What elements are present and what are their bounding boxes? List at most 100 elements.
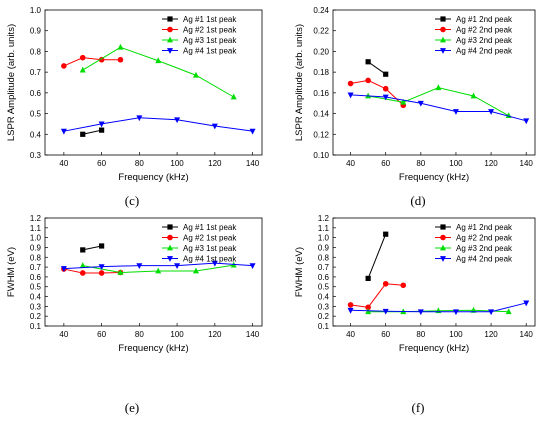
series-line [82,245,102,251]
data-point [452,309,459,316]
y-tick-label: 0.7 [30,68,42,77]
data-point [417,100,424,107]
y-tick-label: 1.2 [318,214,330,223]
chart-panel-2: 40 60 80 100 120 140 0.10 0.12 0.14 0.16 0.18 0.20 0… [294,6,536,208]
y-tick-label: 1.0 [318,234,330,243]
x-tick-label: 120 [208,159,222,168]
y-tick-label: 0.14 [313,110,329,119]
y-axis-label: FWHM (eV) [294,247,305,297]
legend-label: Ag #3 2nd peak [456,36,513,45]
data-point [136,263,143,270]
y-tick-label: 0.4 [30,130,42,139]
legend-marker [167,224,173,230]
x-tick-label: 40 [59,159,68,168]
data-point [488,109,495,115]
data-point [79,262,86,269]
data-point [192,267,199,274]
plot-frame [44,217,263,327]
data-point [505,308,512,315]
x-tick-label: 120 [208,330,222,339]
panel-label: (d) [410,193,425,208]
y-axis-label: LSPR Amplitude (arb. units) [294,24,305,141]
data-point [382,280,389,287]
legend-label: Ag #4 2nd peak [456,255,513,264]
legend-label: Ag #1 2nd peak [456,223,513,232]
x-tick-label: 40 [346,159,355,168]
x-tick-label: 40 [59,330,68,339]
data-point [117,56,124,63]
data-point [347,92,354,99]
data-point [400,98,407,105]
data-point [249,128,256,135]
data-point [98,121,105,128]
series-4 [60,115,256,135]
data-point [60,128,67,135]
data-point [79,66,86,73]
x-tick-label: 120 [484,159,498,168]
x-tick-label: 40 [346,330,355,339]
legend-marker [167,26,173,33]
x-tick-label: 80 [135,159,144,168]
x-tick-label: 60 [381,330,390,339]
data-point [211,123,218,130]
y-tick-label: 0.1 [30,322,42,331]
data-point [365,59,371,65]
y-tick-label: 0.7 [30,263,42,272]
y-tick-label: 0.6 [30,89,42,98]
y-tick-label: 0.6 [30,273,42,282]
series-4 [60,260,256,272]
data-point [383,71,389,77]
data-point [117,269,124,275]
data-point [192,71,199,78]
y-tick-label: 1.1 [30,224,42,233]
panel-label: (c) [125,193,139,208]
data-point [383,231,389,237]
plot-frame [44,9,263,156]
x-axis-label: Frequency (kHz) [399,172,469,183]
y-tick-label: 0.6 [318,273,330,282]
data-point [347,80,354,87]
data-point [400,282,407,289]
x-tick-label: 80 [135,330,144,339]
y-tick-label: 0.10 [313,151,329,160]
data-point [155,267,162,274]
legend-marker [440,224,446,230]
series-4 [347,300,530,316]
legend-label: Ag #3 1st peak [183,36,237,45]
y-tick-label: 0.3 [30,302,42,311]
y-tick-label: 0.3 [30,151,42,160]
data-point [365,304,371,311]
data-point [174,263,181,270]
legend-label: Ag #4 1st peak [183,47,237,56]
data-point [382,308,389,315]
data-point [365,77,371,84]
legend-marker [440,244,446,251]
series-line [82,129,102,135]
data-point [98,264,105,270]
legend-marker [167,244,173,251]
legend-label: Ag #4 2nd peak [456,47,513,56]
y-tick-label: 0.9 [30,27,42,36]
x-tick-label: 140 [520,159,534,168]
legend-marker [167,256,173,262]
x-tick-label: 100 [170,330,184,339]
y-tick-label: 0.9 [30,243,42,252]
x-tick-label: 60 [381,159,390,168]
legend-label: Ag #3 1st peak [183,244,237,253]
y-tick-label: 0.5 [30,110,42,119]
series-2 [347,280,407,311]
legend-label: Ag #2 1st peak [183,234,237,243]
legend-marker [167,16,173,22]
chart-panel-1: 40 60 80 100 120 140 0.3 0.4 0.5 0.6 0.7 0.8 0.9 1.0 F… [6,6,263,208]
legend-label: Ag #4 1st peak [183,255,237,264]
x-tick-label: 60 [97,330,106,339]
legend-label: Ag #2 2nd peak [456,26,513,35]
y-tick-label: 0.8 [318,253,330,262]
data-point [470,92,477,99]
data-point [155,57,162,64]
data-point [435,84,442,91]
y-tick-label: 0.18 [313,68,329,77]
data-point [60,266,67,272]
